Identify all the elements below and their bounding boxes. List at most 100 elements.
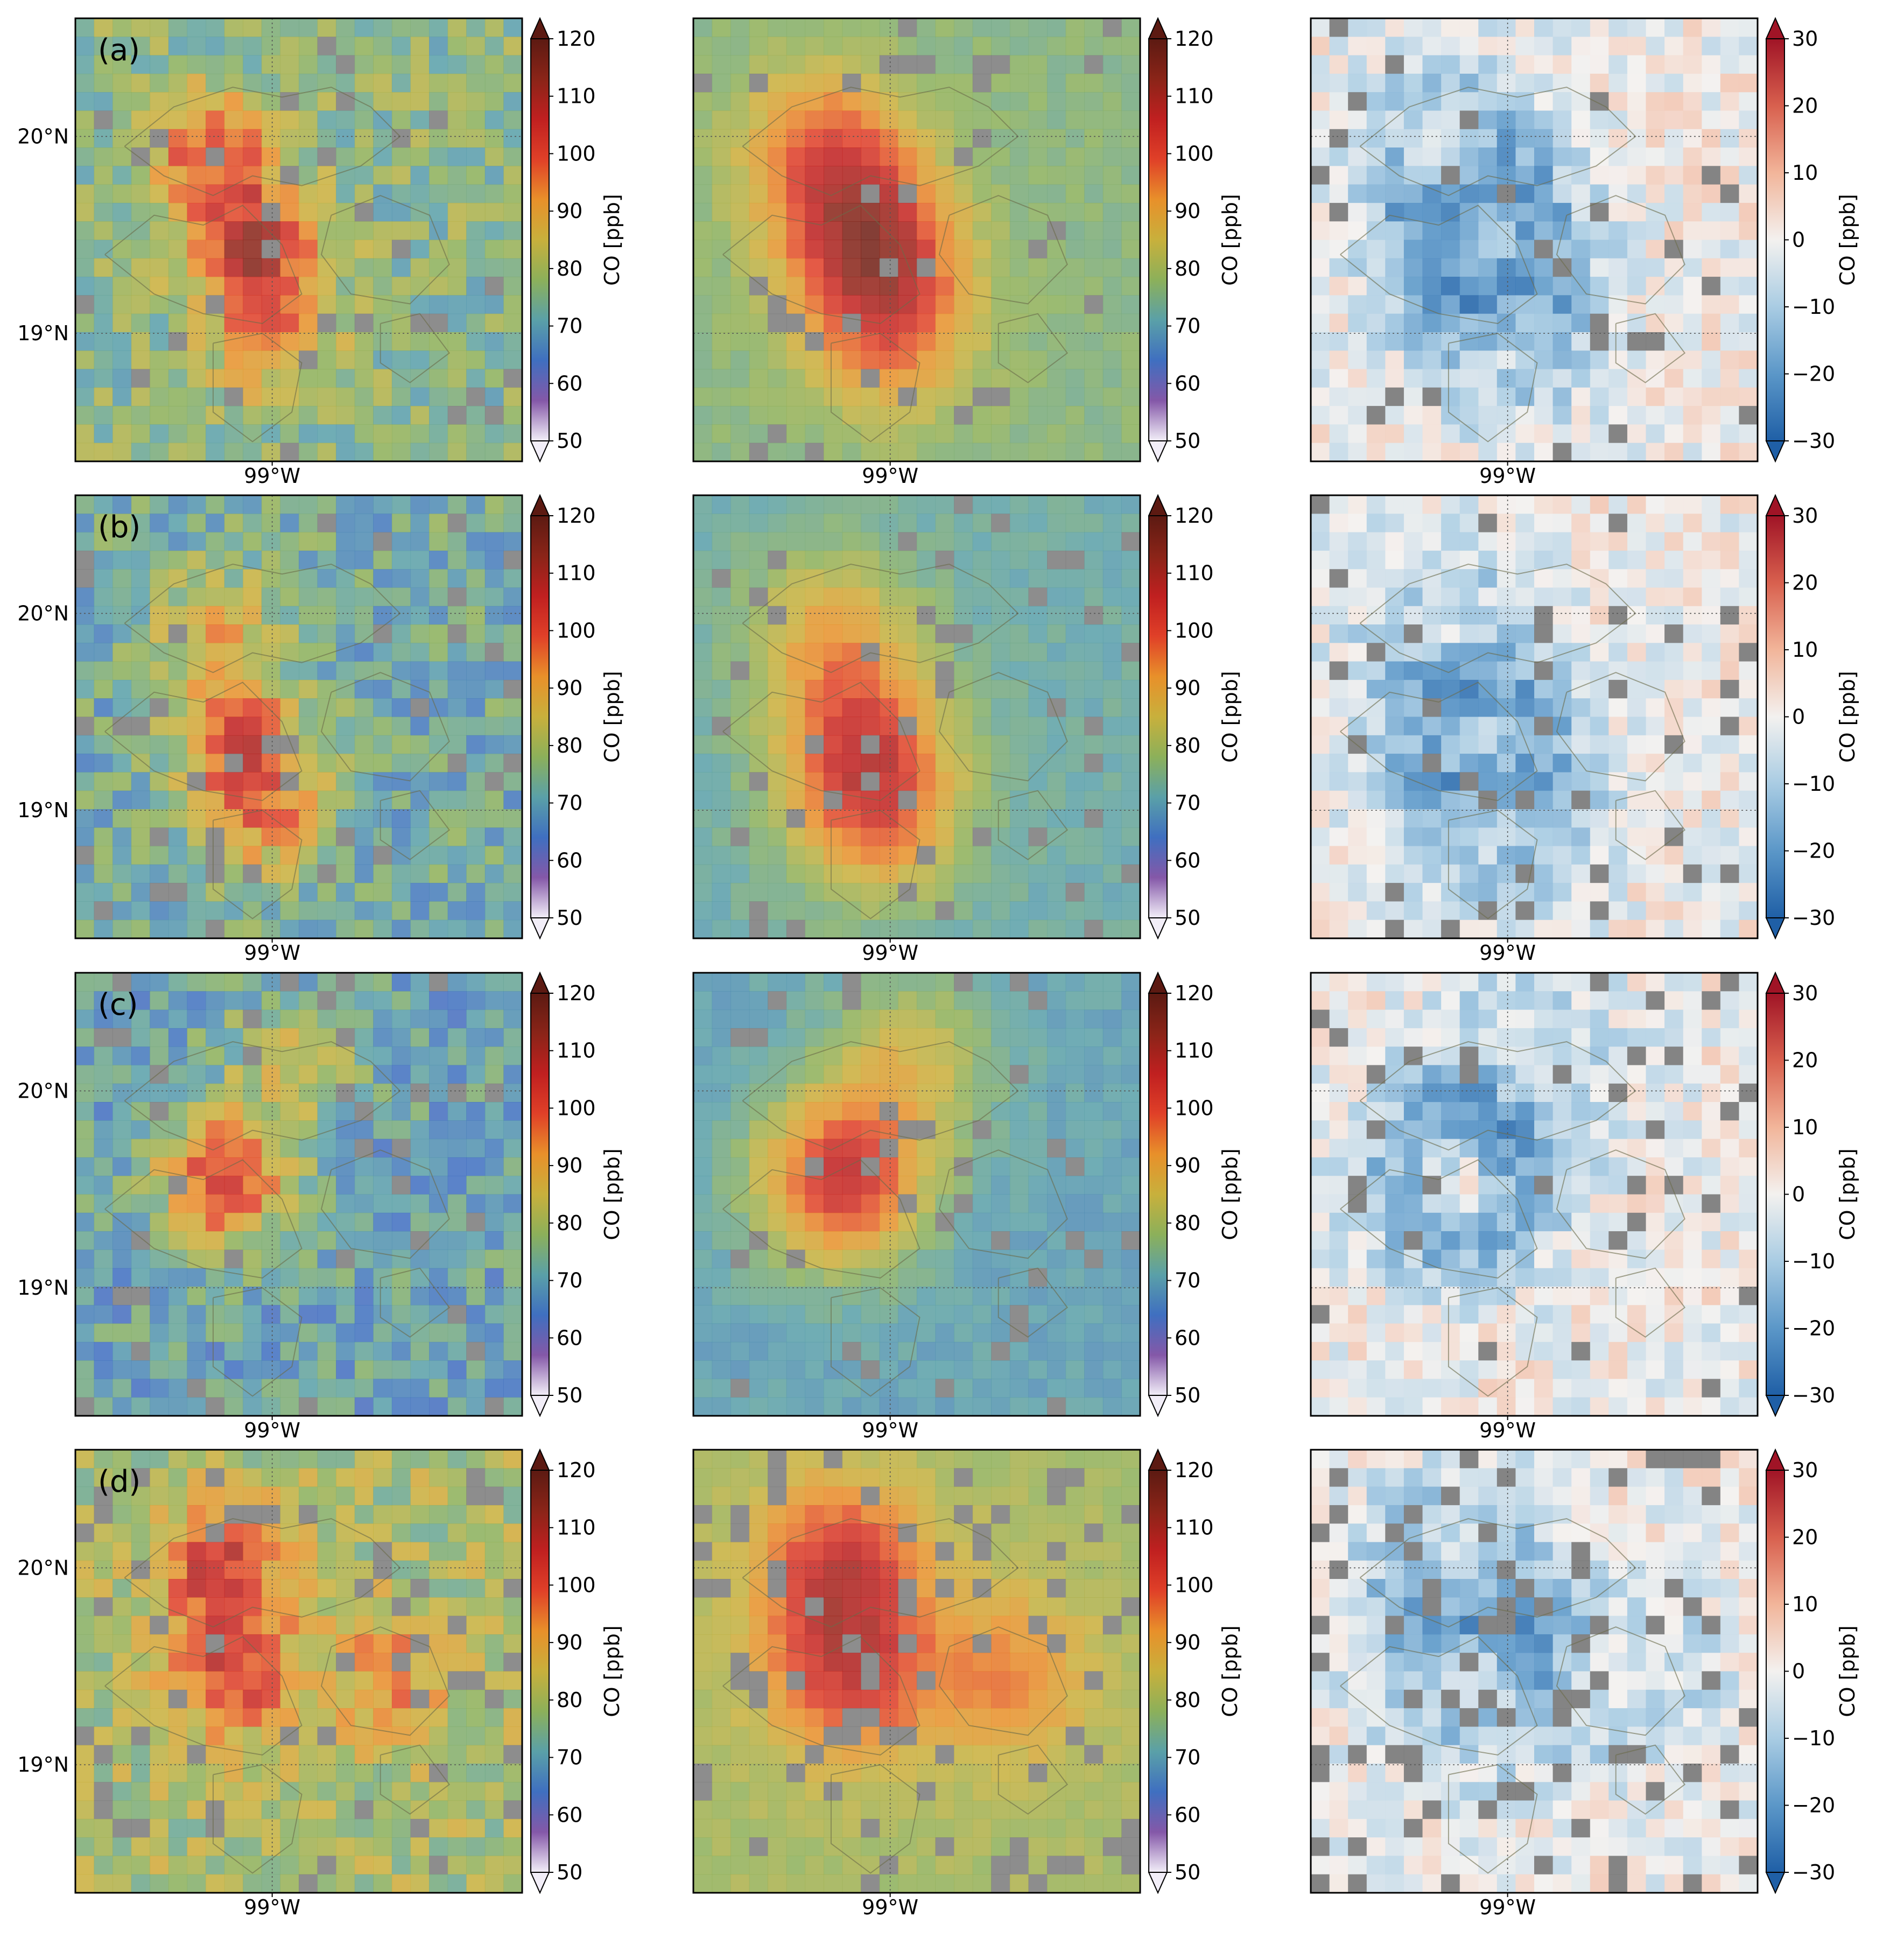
- grid-cell: [768, 313, 787, 333]
- grid-cell: [131, 332, 150, 351]
- grid-cell: [243, 18, 262, 37]
- grid-cell: [805, 514, 824, 533]
- grid-cell: [786, 387, 806, 406]
- grid-cell: [75, 443, 95, 461]
- grid-cell: [336, 1342, 355, 1361]
- grid-cell: [824, 901, 843, 921]
- grid-cell: [768, 846, 787, 865]
- grid-cell: [168, 1268, 188, 1287]
- grid-cell: [113, 495, 132, 514]
- grid-cell: [712, 1323, 731, 1343]
- grid-cell: [972, 443, 992, 461]
- grid-cell: [75, 643, 95, 662]
- grid-cell: [1385, 387, 1404, 406]
- colorbar-tick-label: 70: [1175, 791, 1200, 815]
- grid-cell: [1311, 679, 1330, 699]
- grid-cell: [1047, 110, 1066, 130]
- grid-cell: [391, 1360, 411, 1379]
- grid-cell: [484, 424, 504, 444]
- grid-cell: [730, 148, 750, 166]
- grid-cell: [861, 624, 880, 643]
- colorbar-tick-label: 90: [1175, 676, 1200, 700]
- grid-cell: [299, 18, 318, 37]
- grid-cell: [1478, 991, 1498, 1010]
- grid-cell: [391, 1047, 411, 1066]
- grid-cell: [1121, 184, 1140, 203]
- grid-cell: [243, 1194, 262, 1213]
- grid-cell: [168, 1360, 188, 1379]
- grid-cell: [730, 184, 750, 203]
- grid-cell: [693, 443, 713, 461]
- grid-cell: [954, 92, 973, 111]
- grid-cell: [299, 1268, 318, 1287]
- grid-cell: [187, 1028, 206, 1047]
- grid-cell: [168, 901, 188, 921]
- grid-cell: [1459, 754, 1479, 773]
- grid-cell: [113, 1323, 132, 1343]
- grid-cell: [503, 735, 522, 754]
- grid-cell: [842, 790, 861, 810]
- grid-cell: [1403, 443, 1423, 461]
- grid-cell: [243, 1176, 262, 1195]
- grid-cell: [410, 1305, 430, 1324]
- grid-cell: [243, 1083, 262, 1103]
- grid-cell: [1009, 717, 1029, 736]
- grid-cell: [842, 846, 861, 865]
- grid-cell: [1552, 587, 1572, 607]
- grid-cell: [786, 809, 806, 828]
- grid-cell: [466, 166, 486, 185]
- grid-cell: [1459, 569, 1479, 588]
- grid-cell: [1422, 313, 1442, 333]
- grid-cell: [805, 809, 824, 828]
- grid-cell: [224, 295, 243, 314]
- grid-cell: [879, 110, 898, 130]
- grid-cell: [768, 1360, 787, 1379]
- grid-cell: [94, 827, 113, 847]
- grid-cell: [299, 129, 318, 148]
- grid-cell: [1102, 37, 1122, 56]
- grid-cell: [1720, 406, 1739, 425]
- grid-cell: [768, 809, 787, 828]
- colorbar-tick-label: 80: [1175, 1211, 1200, 1235]
- grid-cell: [1683, 495, 1702, 514]
- grid-cell: [1329, 809, 1348, 828]
- grid-cell: [1627, 1009, 1647, 1029]
- grid-cell: [842, 919, 861, 938]
- grid-cell: [1385, 18, 1404, 37]
- grid-cell: [935, 1194, 954, 1213]
- grid-cell: [1664, 110, 1684, 130]
- grid-cell: [824, 735, 843, 754]
- grid-cell: [1348, 495, 1367, 514]
- grid-cell: [317, 1360, 336, 1379]
- grid-cell: [1102, 1305, 1122, 1324]
- grid-cell: [972, 369, 992, 388]
- grid-cell: [280, 369, 299, 388]
- grid-cell: [243, 277, 262, 296]
- grid-cell: [429, 1009, 448, 1029]
- grid-cell: [354, 1231, 374, 1250]
- grid-cell: [410, 991, 430, 1010]
- grid-cell: [749, 827, 768, 847]
- grid-cell: [187, 202, 206, 222]
- grid-cell: [466, 1194, 486, 1213]
- grid-cell: [261, 735, 280, 754]
- grid-cell: [206, 901, 225, 921]
- grid-cell: [503, 514, 522, 533]
- grid-cell: [898, 1176, 917, 1195]
- grid-cell: [243, 350, 262, 370]
- grid-cell: [150, 624, 169, 643]
- grid-cell: [786, 73, 806, 93]
- grid-cell: [1683, 148, 1702, 166]
- grid-cell: [768, 240, 787, 259]
- grid-cell: [94, 661, 113, 680]
- grid-cell: [261, 277, 280, 296]
- grid-cell: [1627, 901, 1647, 921]
- grid-cell: [1403, 184, 1423, 203]
- grid-cell: [1720, 919, 1739, 938]
- grid-cell: [466, 532, 486, 551]
- grid-cell: [879, 18, 898, 37]
- grid-cell: [1047, 973, 1066, 992]
- grid-cell: [898, 1028, 917, 1047]
